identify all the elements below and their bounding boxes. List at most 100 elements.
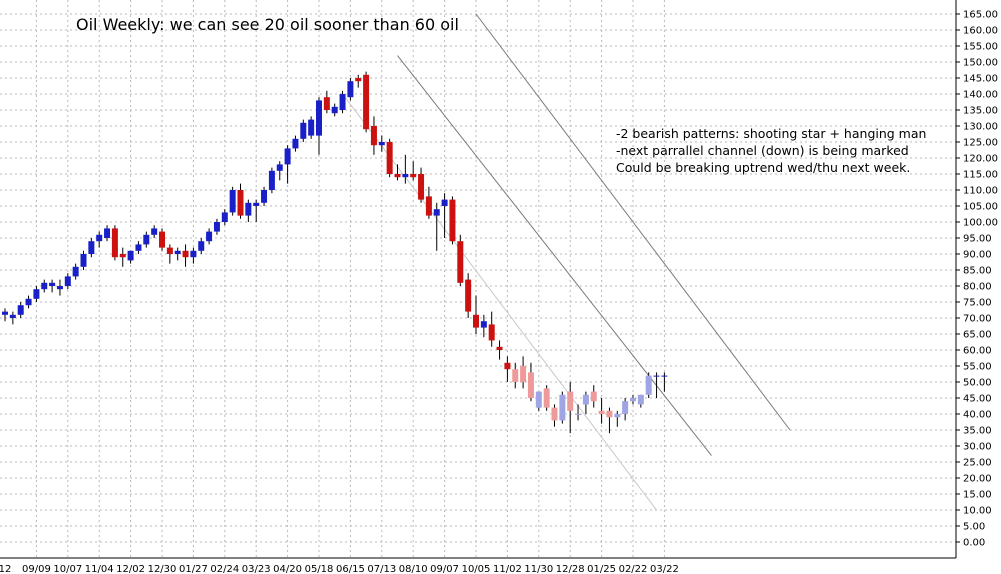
candle-body-up — [64, 276, 71, 286]
date-tick-label: 02/24 — [210, 564, 239, 574]
price-tick-label: 35.00 — [963, 426, 992, 437]
candle-body-down — [567, 391, 574, 411]
date-tick-label: 12 — [0, 564, 11, 574]
candle-body-up — [300, 122, 307, 139]
candle-body-up — [637, 394, 644, 405]
price-tick-label: 80.00 — [963, 282, 992, 293]
date-tick-label: 11/02 — [493, 564, 522, 574]
candle-body-up — [622, 401, 629, 414]
candle-body-up — [135, 244, 142, 251]
price-tick-label: 165.00 — [963, 10, 998, 21]
price-tick-label: 95.00 — [963, 234, 992, 245]
candle-body-up — [151, 228, 158, 235]
candle-body-down — [363, 74, 370, 130]
candle-body-up — [213, 222, 220, 232]
candle-body-down — [606, 410, 613, 418]
candle-body-up — [339, 94, 346, 110]
candle-body-up — [653, 375, 660, 377]
date-tick-label: 06/15 — [336, 564, 365, 574]
candles — [2, 71, 668, 434]
candle-body-up — [402, 174, 409, 178]
candle-body-up — [56, 286, 63, 290]
candle-body-down — [551, 407, 558, 421]
candle-body-up — [582, 394, 589, 405]
price-tick-label: 140.00 — [963, 90, 998, 101]
candle-body-up — [441, 199, 448, 206]
candle-body-up — [347, 81, 354, 98]
candle-body-down — [237, 190, 244, 216]
price-tick-label: 30.00 — [963, 442, 992, 453]
price-tick-label: 125.00 — [963, 138, 998, 149]
candle-body-up — [143, 234, 150, 245]
candle-body-up — [9, 314, 16, 318]
candle-body-up — [261, 190, 268, 203]
price-tick-label: 145.00 — [963, 74, 998, 85]
candle-body-up — [206, 231, 213, 242]
price-tick-label: 150.00 — [963, 58, 998, 69]
grid-layer — [0, 0, 956, 558]
date-tick-label: 12/02 — [116, 564, 145, 574]
candle-body-down — [504, 362, 511, 370]
candle-body-up — [88, 241, 95, 254]
date-tick-label: 01/27 — [179, 564, 208, 574]
price-tick-label: 85.00 — [963, 266, 992, 277]
candle-body-up — [276, 164, 283, 171]
candle-body-up — [331, 106, 338, 114]
date-tick-label: 10/05 — [462, 564, 491, 574]
candle-body-down — [496, 346, 503, 350]
candle-body-up — [630, 398, 636, 402]
candle-body-down — [465, 279, 472, 312]
price-tick-label: 100.00 — [963, 218, 998, 229]
candle-body-up — [292, 138, 299, 149]
price-tick-label: 135.00 — [963, 106, 998, 117]
date-tick-label: 01/25 — [587, 564, 616, 574]
candle-body-up — [253, 202, 260, 206]
candle-body-up — [72, 266, 79, 277]
channel-lower-line — [342, 93, 657, 511]
candle-body-up — [198, 241, 205, 251]
chart-title: Oil Weekly: we can see 20 oil sooner tha… — [76, 15, 459, 34]
price-tick-label: 45.00 — [963, 394, 992, 405]
price-tick-label: 70.00 — [963, 314, 992, 325]
candle-body-down — [598, 410, 605, 414]
candle-body-up — [80, 254, 87, 267]
candle-body-down — [590, 391, 597, 402]
candle-body-down — [425, 196, 432, 216]
channel-upper-line — [475, 13, 791, 431]
price-tick-label: 90.00 — [963, 250, 992, 261]
candle-body-up — [96, 234, 103, 242]
price-tick-label: 115.00 — [963, 170, 998, 181]
price-tick-label: 50.00 — [963, 378, 992, 389]
annotation-line-2: -next parrallel channel (down) is being … — [616, 143, 909, 158]
candle-body-up — [2, 311, 8, 315]
date-tick-label: 10/07 — [53, 564, 82, 574]
candle-body-up — [174, 250, 181, 254]
candle-body-up — [221, 212, 228, 222]
price-tick-label: 25.00 — [963, 458, 992, 469]
candle-body-up — [245, 202, 252, 216]
candle-body-down — [457, 241, 464, 283]
price-tick-label: 10.00 — [963, 506, 992, 517]
candle-body-down — [512, 369, 519, 382]
price-tick-label: 0.00 — [963, 538, 985, 549]
candle-body-down — [370, 126, 377, 146]
candle-body-up — [17, 305, 24, 315]
price-tick-label: 15.00 — [963, 490, 992, 501]
date-tick-labels: 12 09/09 10/07 11/04 12/02 12/30 01/27 02/24 03/… — [0, 564, 679, 574]
date-tick-label: 12/30 — [148, 564, 177, 574]
candle-body-up — [25, 298, 32, 306]
candle-body-up — [535, 391, 542, 408]
date-tick-label: 07/13 — [367, 564, 396, 574]
candle-body-down — [355, 78, 362, 82]
candle-body-up — [41, 282, 48, 290]
date-tick-label: 09/07 — [430, 564, 459, 574]
price-tick-label: 110.00 — [963, 186, 998, 197]
candle-body-up — [268, 170, 275, 190]
candle-body-up — [190, 250, 197, 258]
candle-body-up — [229, 190, 236, 213]
candle-body-down — [410, 174, 417, 178]
price-tick-labels: 0.00 5.00 10.00 15.00 20.00 25.00 30.00 35.00 40… — [956, 10, 998, 549]
candle-body-down — [527, 372, 534, 398]
candle-body-down — [386, 142, 393, 174]
